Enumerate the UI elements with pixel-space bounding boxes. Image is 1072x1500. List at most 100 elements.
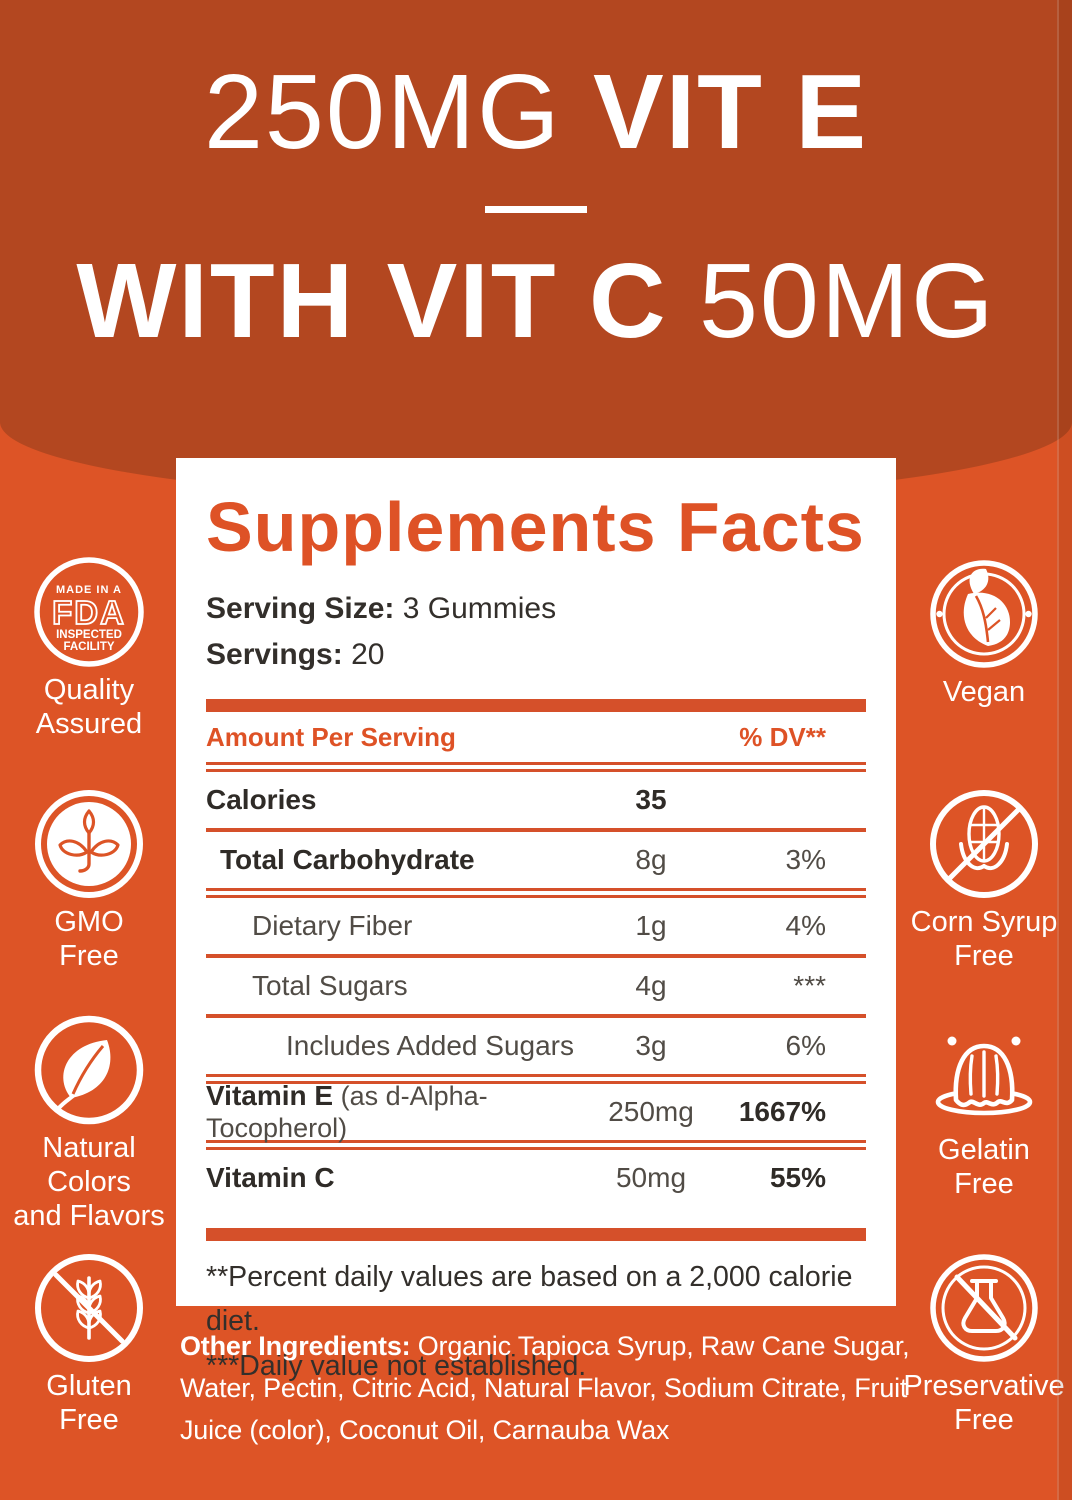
gluten-free-icon: [6, 1252, 172, 1364]
headline-line1: 250MG VIT E: [0, 58, 1072, 166]
facts-row: Vitamin C 50mg 55%: [176, 1150, 896, 1206]
panel-title: Supplements Facts: [206, 488, 865, 566]
servings-line: Servings: 20: [206, 632, 866, 678]
nutrient-name: Total Carbohydrate: [220, 844, 475, 876]
facts-column-headers: Amount Per Serving % DV**: [176, 712, 896, 762]
nutrient-name: Includes Added Sugars: [286, 1030, 574, 1062]
nutrient-label-cell: Includes Added Sugars: [206, 1030, 576, 1062]
nutrient-amount: 50mg: [615, 1162, 687, 1194]
nutrient-label-cell: Vitamin E (as d-Alpha-Tocopherol): [206, 1080, 576, 1144]
nutrient-label-cell: Total Carbohydrate: [206, 844, 576, 876]
badge-gelatin-free-label: Gelatin Free: [938, 1134, 1030, 1201]
divider-rule: [206, 762, 866, 773]
badge-preservative-free: Preservative Free: [896, 1252, 1072, 1437]
badge-fda: MADE IN A FDA INSPECTED FACILITY Quality…: [6, 556, 172, 741]
nutrient-amount: 4g: [635, 970, 667, 1002]
badge-vegan-label: Vegan: [942, 676, 1026, 708]
nutrient-amount: 35: [635, 784, 667, 816]
divider-rule: [206, 1074, 866, 1085]
nutrient-name: Calories: [206, 784, 317, 816]
svg-text:MADE IN A: MADE IN A: [56, 584, 122, 596]
badge-corn-syrup-free: Corn Syrup Free: [896, 788, 1072, 973]
nutrient-amount: 1g: [635, 910, 667, 942]
other-ingredients-text: Organic Tapioca Syrup, Raw Cane Sugar, W…: [180, 1331, 910, 1445]
divider-rule: [206, 828, 866, 833]
facts-row: Calories 35: [176, 772, 896, 828]
nutrient-amount: 8g: [635, 844, 667, 876]
svg-text:FDA: FDA: [52, 594, 126, 631]
nutrient-name: Total Sugars: [252, 970, 408, 1002]
headline-dose2: 50MG: [698, 242, 996, 361]
badge-fda-label: Quality Assured: [35, 674, 143, 741]
badge-natural-label: Natural Colors and Flavors: [13, 1132, 165, 1233]
badge-preservative-free-label: Preservative Free: [903, 1370, 1065, 1437]
nutrient-amount: 3g: [635, 1030, 667, 1062]
footnotes: **Percent daily values are based on a 2,…: [206, 1255, 866, 1388]
natural-leaf-icon: [6, 1014, 172, 1126]
headline-line2: WITH VIT C 50MG: [0, 247, 1072, 355]
dv-header: % DV**: [739, 721, 826, 752]
left-badge-column: MADE IN A FDA INSPECTED FACILITY Quality…: [6, 0, 172, 1500]
fda-badge-icon: MADE IN A FDA INSPECTED FACILITY: [6, 556, 172, 668]
nutrient-note: (as d-Alpha-Tocopherol): [206, 1081, 488, 1144]
other-ingredients: Other Ingredients: Organic Tapioca Syrup…: [180, 1326, 928, 1452]
label-right-edge-shade: [1057, 0, 1072, 1500]
nutrient-dv: 55%: [769, 1162, 826, 1194]
nutrient-label-cell: Calories: [206, 784, 576, 816]
nutrient-dv: 6%: [785, 1030, 826, 1062]
nutrient-amount: 250mg: [608, 1096, 694, 1128]
servings-label: Servings:: [206, 637, 343, 671]
amount-per-serving-header: Amount Per Serving: [206, 721, 456, 752]
nutrient-dv: ***: [793, 970, 826, 1002]
right-badge-column: Vegan Corn Syrup Free Gelatin Free Preserv…: [896, 0, 1072, 1500]
facts-row: Vitamin E (as d-Alpha-Tocopherol) 250mg 16…: [176, 1080, 896, 1143]
nutrient-label-cell: Total Sugars: [206, 970, 576, 1002]
facts-rows: Calories 35 Total Carbohydrate 8g 3% Dietary …: [176, 772, 896, 1242]
divider-rule: [206, 954, 866, 959]
badge-gmo-free-label: GMO Free: [54, 906, 124, 973]
badge-gmo-free: GMO Free: [6, 788, 172, 973]
facts-row: Total Carbohydrate 8g 3%: [176, 832, 896, 888]
serving-size-line: Serving Size: 3 Gummies: [206, 586, 866, 632]
headline-with-vitamin: WITH VIT C: [76, 242, 668, 361]
headline-dose: 250MG: [203, 53, 562, 171]
divider-rule: [206, 1014, 866, 1019]
serving-info: Serving Size: 3 Gummies Servings: 20: [206, 586, 866, 677]
nutrient-dv: 3%: [785, 844, 826, 876]
svg-text:FACILITY: FACILITY: [63, 641, 114, 653]
servings-value: 20: [351, 637, 385, 671]
divider-rule: [206, 888, 866, 899]
facts-row: Includes Added Sugars 3g 6%: [176, 1018, 896, 1074]
facts-row: Dietary Fiber 1g 4%: [176, 898, 896, 954]
badge-gluten-free-label: Gluten Free: [46, 1370, 132, 1437]
nutrient-label-cell: Dietary Fiber: [206, 910, 576, 942]
vegan-leaf-icon: [896, 558, 1072, 670]
divider-rule: [206, 1140, 866, 1151]
nutrient-name: Vitamin C: [206, 1162, 335, 1194]
nutrient-dv: 4%: [785, 910, 826, 942]
facts-row: Total Sugars 4g ***: [176, 958, 896, 1014]
supplement-facts-panel: Supplements Facts Serving Size: 3 Gummie…: [176, 458, 896, 1382]
badge-natural: Natural Colors and Flavors: [6, 1014, 172, 1234]
badge-vegan: Vegan: [896, 558, 1072, 709]
badge-corn-syrup-free-label: Corn Syrup Free: [910, 906, 1058, 973]
product-headline: 250MG VIT E WITH VIT C 50MG: [0, 58, 1072, 355]
gelatin-free-icon: [896, 1016, 1072, 1128]
nutrient-dv: 1667%: [738, 1096, 826, 1128]
nutrient-label-cell: Vitamin C: [206, 1162, 576, 1194]
nutrient-name: Vitamin E: [206, 1080, 334, 1112]
other-ingredients-label: Other Ingredients:: [180, 1331, 411, 1361]
headline-vitamin: VIT E: [593, 53, 869, 171]
badge-gluten-free: Gluten Free: [6, 1252, 172, 1437]
nutrient-name: Dietary Fiber: [252, 910, 413, 942]
badge-gelatin-free: Gelatin Free: [896, 1016, 1072, 1201]
serving-size-label: Serving Size:: [206, 592, 395, 625]
footnote: ***Daily value not established.: [206, 1349, 587, 1382]
divider-rule: [206, 1228, 866, 1242]
svg-text:INSPECTED: INSPECTED: [56, 629, 122, 641]
serving-size-value: 3 Gummies: [402, 592, 557, 625]
top-thick-rule: [206, 699, 866, 713]
header-background-curve: [0, 0, 1072, 500]
headline-divider: [485, 206, 587, 214]
